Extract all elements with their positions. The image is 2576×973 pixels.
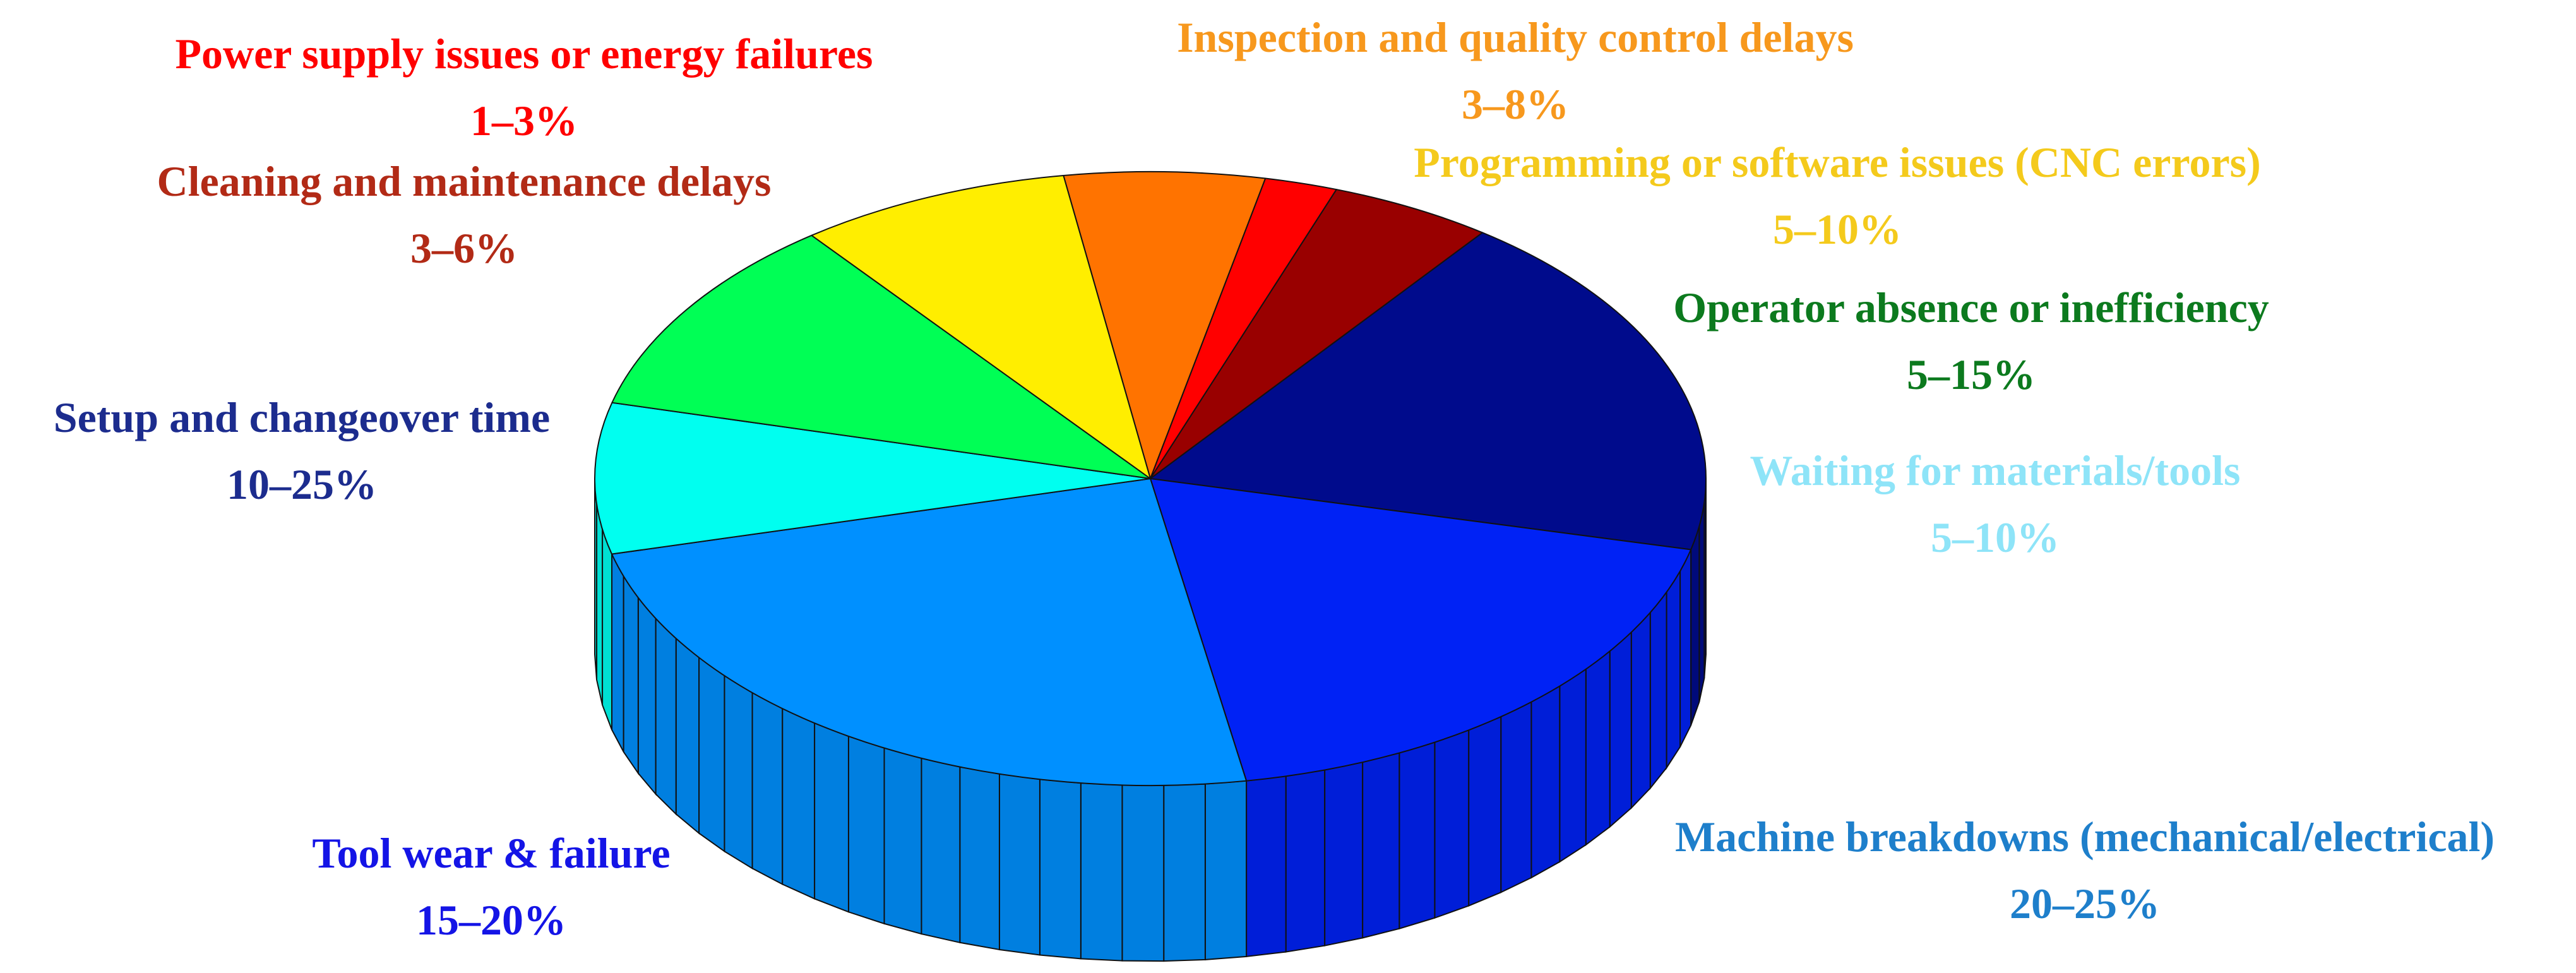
pie-side-facet [1080, 782, 1123, 962]
label-cleaning-maintenance: Cleaning and maintenance delays 3–6% [157, 148, 772, 282]
pie-side-facet [1500, 701, 1532, 893]
pie-slice-setup-and-changeover-time [1150, 232, 1707, 551]
label-machine-breakdowns-range: 20–25% [2009, 880, 2160, 928]
pie-side-facet [1559, 667, 1587, 863]
pie-side-facet [1434, 729, 1470, 919]
pie-side-facet [1585, 650, 1611, 846]
pie-side-facet [724, 674, 753, 870]
pie-top-face [594, 170, 1707, 786]
label-waiting-materials-name: Waiting for materials/tools [1750, 446, 2241, 494]
pie-side-facet [814, 722, 849, 913]
pie-side-facet [751, 691, 784, 886]
pie-side-facet [1121, 784, 1165, 962]
pie-side-facet [1679, 549, 1692, 748]
pie-side-facet [1666, 569, 1681, 770]
label-programming-issues: Programming or software issues (CNC erro… [1414, 129, 2260, 263]
pie-side-facet [998, 773, 1041, 956]
pie-side-facet [655, 616, 677, 816]
pie-side-facet [1468, 715, 1502, 907]
label-operator-absence: Operator absence or inefficiency 5–15% [1673, 274, 2269, 408]
label-operator-absence-range: 5–15% [1906, 350, 2036, 398]
label-machine-breakdowns: Machine breakdowns (mechanical/electrica… [1675, 803, 2495, 937]
pie-side-facet [1246, 775, 1287, 958]
pie-side-facet [847, 735, 885, 925]
pie-side-walls [594, 478, 1707, 962]
pie-side-facet [1609, 631, 1632, 828]
pie-side-facet [594, 478, 598, 680]
pie-side-facet [1204, 780, 1248, 960]
label-power-supply: Power supply issues or energy failures 1… [175, 20, 873, 154]
pie-slice-tool-wear-failure [1150, 478, 1692, 782]
pie-side-facet [698, 656, 725, 853]
pie-side-facet [1285, 769, 1326, 953]
pie-side-facet [782, 707, 816, 900]
label-power-supply-range: 1–3% [470, 97, 578, 145]
pie-side-facet [921, 757, 961, 944]
label-programming-issues-range: 5–10% [1772, 205, 1902, 253]
pie-side-facet [611, 554, 624, 753]
label-waiting-materials-range: 5–10% [1930, 513, 2060, 561]
label-machine-breakdowns-name: Machine breakdowns (mechanical/electrica… [1674, 813, 2495, 861]
pie-side-facet [1362, 752, 1400, 939]
pie-side-facet [675, 636, 700, 835]
pie-side-facet [1690, 526, 1700, 726]
label-inspection-delays: Inspection and quality control delays 3–… [1177, 4, 1854, 138]
label-setup-changeover: Setup and changeover time 10–25% [54, 384, 550, 518]
pie-slice-inspection-and-quality-control-delays [1063, 170, 1267, 479]
pie-side-facet [1039, 779, 1082, 960]
label-operator-absence-name: Operator absence or inefficiency [1673, 284, 2269, 331]
label-cleaning-maintenance-range: 3–6% [410, 224, 518, 272]
pie-side-facet [1530, 684, 1561, 879]
pie-side-facet [959, 766, 1000, 951]
pie-side-facet [1649, 590, 1667, 791]
label-power-supply-name: Power supply issues or energy failures [175, 30, 873, 78]
pie-side-facet [1163, 783, 1206, 962]
pie-side-facet [1398, 741, 1436, 930]
label-tool-wear-name: Tool wear & failure [312, 829, 671, 877]
pie-side-facet [1698, 502, 1705, 702]
pie-side-facet [637, 595, 657, 796]
pie-side-facet [596, 503, 604, 705]
pie-side-facet [1630, 611, 1651, 810]
label-tool-wear: Tool wear & failure 15–20% [312, 820, 670, 953]
label-tool-wear-range: 15–20% [416, 896, 566, 944]
pie-slice-operator-absence-or-inefficiency [611, 234, 1151, 479]
label-waiting-materials: Waiting for materials/tools 5–10% [1750, 437, 2241, 571]
pie-side-facet [623, 574, 639, 775]
pie-slice-cleaning-and-maintenance-delays [1150, 189, 1484, 479]
pie-side-facet [1324, 761, 1364, 946]
label-inspection-delays-name: Inspection and quality control delays [1177, 13, 1854, 61]
label-setup-changeover-name: Setup and changeover time [53, 393, 551, 441]
label-cleaning-maintenance-name: Cleaning and maintenance delays [157, 157, 772, 205]
label-inspection-delays-range: 3–8% [1462, 80, 1569, 128]
label-setup-changeover-range: 10–25% [226, 460, 377, 508]
pie-side-facet [883, 747, 922, 935]
pie-side-facet [602, 528, 613, 731]
pie-slice-waiting-for-materials-tools [594, 402, 1151, 555]
pie-slice-programming-or-software-issues-cnc-errors [811, 174, 1151, 479]
pie-slice-machine-breakdowns-mechanical-electrical [611, 478, 1248, 786]
label-programming-issues-name: Programming or software issues (CNC erro… [1414, 138, 2261, 186]
